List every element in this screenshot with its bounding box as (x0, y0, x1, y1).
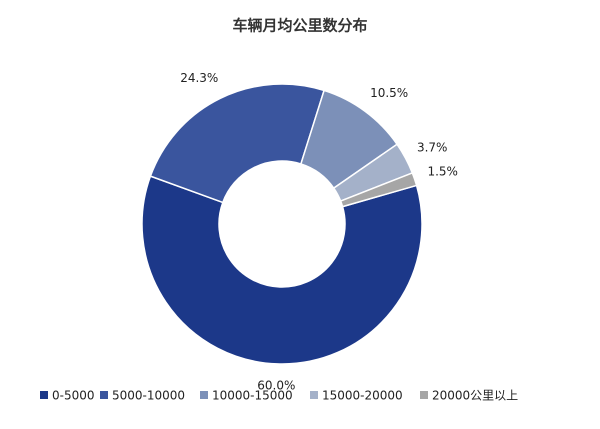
legend-swatch (200, 391, 208, 399)
legend-swatch (310, 391, 318, 399)
donut-slice (149, 83, 325, 204)
data-label: 3.7% (417, 140, 448, 154)
data-label: 1.5% (427, 165, 458, 179)
legend-label: 5000-10000 (112, 389, 185, 403)
data-label: 24.3% (180, 71, 218, 85)
legend-label: 15000-20000 (322, 389, 403, 403)
legend-swatch (100, 391, 108, 399)
data-label: 60.0% (257, 378, 295, 392)
donut-slice (141, 175, 423, 365)
legend-swatch (420, 391, 428, 399)
legend-label: 20000公里以上 (432, 389, 518, 403)
legend-label: 0-5000 (52, 389, 95, 403)
chart-title: 车辆月均公里数分布 (232, 17, 367, 35)
data-label: 10.5% (370, 86, 408, 100)
legend-label: 10000-15000 (212, 389, 293, 403)
legend-swatch (40, 391, 48, 399)
donut-slice (339, 171, 418, 208)
